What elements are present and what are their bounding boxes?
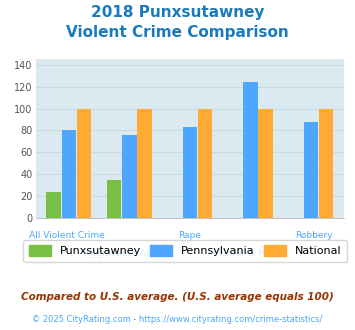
Text: Violent Crime Comparison: Violent Crime Comparison	[66, 25, 289, 40]
Bar	[137, 109, 152, 218]
Bar	[107, 180, 121, 218]
Bar	[47, 192, 61, 218]
Bar	[183, 127, 197, 218]
Bar	[258, 109, 273, 218]
Text: All Violent Crime: All Violent Crime	[28, 231, 104, 240]
Bar	[61, 130, 76, 218]
Text: Aggravated Assault: Aggravated Assault	[84, 249, 173, 258]
Text: © 2025 CityRating.com - https://www.cityrating.com/crime-statistics/: © 2025 CityRating.com - https://www.city…	[32, 315, 323, 324]
Bar	[319, 109, 333, 218]
Bar	[304, 122, 318, 218]
Bar	[243, 82, 258, 218]
Text: Murder & Mans...: Murder & Mans...	[213, 249, 290, 258]
Legend: Punxsutawney, Pennsylvania, National: Punxsutawney, Pennsylvania, National	[23, 240, 347, 262]
Bar	[198, 109, 212, 218]
Text: Compared to U.S. average. (U.S. average equals 100): Compared to U.S. average. (U.S. average …	[21, 292, 334, 302]
Bar	[122, 135, 137, 218]
Text: Rape: Rape	[179, 231, 201, 240]
Text: 2018 Punxsutawney: 2018 Punxsutawney	[91, 5, 264, 20]
Text: Robbery: Robbery	[295, 231, 332, 240]
Bar	[77, 109, 91, 218]
